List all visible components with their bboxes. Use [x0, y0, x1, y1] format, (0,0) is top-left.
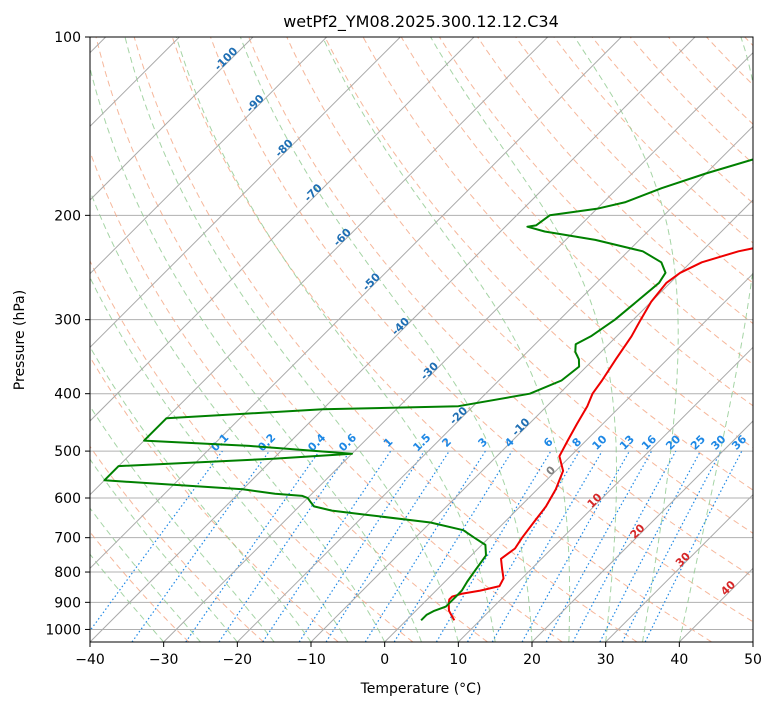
- moist-adiabat: [90, 507, 201, 642]
- x-tick-label: −30: [149, 652, 179, 668]
- y-tick-label: 1000: [45, 622, 81, 638]
- mixing-ratio-line: [521, 450, 631, 642]
- dewpoint-profile: [103, 158, 753, 622]
- dry-adiabat: [248, 37, 753, 578]
- x-tick-label: −20: [223, 652, 253, 668]
- moist-adiabat: [90, 405, 275, 642]
- moist-adiabat: [322, 37, 571, 642]
- isotherm-line: [163, 51, 753, 642]
- x-axis-label: Temperature (°C): [360, 681, 482, 697]
- dry-adiabat: [324, 37, 753, 491]
- dry-adiabat: [90, 259, 414, 642]
- y-tick-label: 500: [54, 444, 81, 460]
- y-tick-label: 900: [54, 595, 81, 611]
- mixing-ratio-line: [545, 450, 653, 642]
- y-tick-label: 200: [54, 208, 81, 224]
- isotherm-line: [90, 37, 475, 422]
- isotherm-line: [90, 37, 696, 642]
- moist-adiabat: [90, 276, 349, 642]
- isotherm-line: [236, 125, 753, 642]
- dry-adiabat: [95, 37, 563, 642]
- mixing-ratio-line: [131, 450, 270, 642]
- isotherm-line: [531, 420, 753, 642]
- x-tick-label: 10: [449, 652, 467, 668]
- isotherm-line: [90, 37, 254, 201]
- chart-title: wetPf2_YM08.2025.300.12.12.C34: [283, 12, 559, 32]
- y-tick-label: 600: [54, 491, 81, 507]
- moist-adiabat: [239, 37, 533, 642]
- mixing-ratio-line: [572, 450, 677, 642]
- y-tick-label: 700: [54, 531, 81, 547]
- x-tick-label: −40: [75, 652, 105, 668]
- isotherm-line: [605, 493, 753, 642]
- isotherm-line: [457, 346, 753, 642]
- background-lines: [90, 37, 753, 642]
- moist-adiabat: [574, 37, 679, 642]
- moist-adiabat: [90, 553, 165, 642]
- x-tick-label: 40: [670, 652, 688, 668]
- moist-adiabat: [90, 65, 422, 642]
- dry-adiabat: [210, 37, 753, 623]
- moist-adiabat: [175, 37, 496, 642]
- x-tick-label: 50: [744, 652, 762, 668]
- moist-adiabat: [678, 37, 753, 642]
- x-tick-label: −10: [296, 652, 326, 668]
- mixing-ratio-line: [90, 450, 223, 632]
- isotherm-line: [310, 199, 753, 642]
- x-tick-label: 30: [597, 652, 615, 668]
- dry-adiabat: [90, 445, 264, 642]
- x-tick-label: 0: [380, 652, 389, 668]
- y-tick-label: 300: [54, 313, 81, 329]
- mixing-ratio-line: [262, 450, 392, 642]
- y-tick-label: 400: [54, 387, 81, 403]
- x-axis: −40 −30 −20 −10 0 10 20 30 40 50: [75, 642, 762, 668]
- sounding-profiles: [103, 158, 753, 622]
- moist-adiabat: [90, 189, 386, 642]
- isotherm-line: [90, 37, 328, 275]
- y-tick-label: 800: [54, 565, 81, 581]
- isotherm-line: [90, 37, 401, 349]
- dry-adiabat: [171, 37, 712, 642]
- isotherm-line: [90, 37, 549, 496]
- mixing-ratio-line: [218, 450, 351, 642]
- isotherm-line: [384, 272, 753, 642]
- temperature-profile: [447, 247, 753, 621]
- moist-adiabat: [430, 37, 617, 642]
- y-tick-label: 100: [54, 30, 81, 46]
- mixing-ratio-line: [393, 450, 513, 642]
- y-axis: 100 200 300 400 500 600 700 800 900 1000: [45, 30, 90, 638]
- dry-adiabat: [286, 37, 753, 534]
- isotherm-line: [90, 37, 622, 570]
- mixing-ratio-line: [298, 450, 425, 642]
- moist-adiabat: [90, 458, 238, 642]
- moist-adiabat: [124, 37, 459, 642]
- dry-adiabat: [515, 37, 753, 284]
- dry-adiabat: [133, 37, 638, 642]
- mixing-ratio-line: [185, 450, 320, 642]
- mixing-ratio-line: [644, 450, 743, 642]
- dry-adiabat: [90, 356, 339, 642]
- mixing-ratio-line: [325, 450, 450, 642]
- plot-frame: [89, 36, 754, 643]
- x-tick-label: 20: [523, 652, 541, 668]
- y-axis-label: Pressure (hPa): [12, 290, 28, 390]
